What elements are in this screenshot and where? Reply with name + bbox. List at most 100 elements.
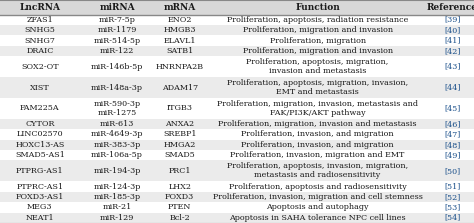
Text: HMGB3: HMGB3 — [164, 26, 196, 34]
Text: SREBP1: SREBP1 — [163, 130, 196, 138]
Text: ENO2: ENO2 — [167, 16, 192, 24]
Bar — [0, 0, 474, 14]
Text: FOXD3-AS1: FOXD3-AS1 — [16, 193, 64, 201]
Text: [51]: [51] — [444, 183, 460, 190]
Text: MEG3: MEG3 — [27, 203, 53, 211]
Bar — [0, 202, 474, 213]
Text: miRNA: miRNA — [99, 3, 135, 12]
Text: [49]: [49] — [444, 151, 460, 159]
Text: Reference: Reference — [427, 3, 474, 12]
Text: miR-383-3p: miR-383-3p — [93, 141, 141, 149]
Text: miR-124-3p: miR-124-3p — [93, 183, 141, 190]
Text: [42]: [42] — [444, 47, 460, 55]
Text: miR-590-3p
miR-1275: miR-590-3p miR-1275 — [93, 100, 141, 117]
Text: mRNA: mRNA — [164, 3, 196, 12]
Text: Proliferation, apoptosis and radiosensitivity: Proliferation, apoptosis and radiosensit… — [228, 183, 406, 190]
Text: [43]: [43] — [444, 63, 460, 71]
Text: Function: Function — [295, 3, 340, 12]
Text: HMGA2: HMGA2 — [164, 141, 196, 149]
Text: miR-514-5p: miR-514-5p — [93, 37, 141, 45]
Text: miR-194-3p: miR-194-3p — [93, 167, 141, 175]
Text: LHX2: LHX2 — [168, 183, 191, 190]
Text: SOX2-OT: SOX2-OT — [21, 63, 59, 71]
Text: miR-106a-5p: miR-106a-5p — [91, 151, 143, 159]
Text: miR-129: miR-129 — [100, 214, 134, 222]
Text: PTEN: PTEN — [168, 203, 191, 211]
Text: miR-185-3p: miR-185-3p — [93, 193, 141, 201]
Bar — [0, 150, 474, 161]
Bar — [0, 25, 474, 35]
Text: [44]: [44] — [444, 84, 460, 91]
Text: [41]: [41] — [444, 37, 460, 45]
Text: PRC1: PRC1 — [168, 167, 191, 175]
Text: SNHG7: SNHG7 — [24, 37, 55, 45]
Text: [40]: [40] — [444, 26, 460, 34]
Text: Proliferation, apoptosis, migration,
invasion and metastasis: Proliferation, apoptosis, migration, inv… — [246, 58, 389, 75]
Text: [48]: [48] — [444, 141, 460, 149]
Text: Apoptosis in SAHA tolerance NPC cell lines: Apoptosis in SAHA tolerance NPC cell lin… — [229, 214, 406, 222]
Text: Proliferation, apoptosis, invasion, migration,
metastasis and radiosensitivity: Proliferation, apoptosis, invasion, migr… — [227, 162, 408, 180]
Text: PTPRC-AS1: PTPRC-AS1 — [16, 183, 64, 190]
Text: HNRNPA2B: HNRNPA2B — [155, 63, 204, 71]
Text: SATB1: SATB1 — [166, 47, 193, 55]
Text: [39]: [39] — [444, 16, 460, 24]
Bar — [0, 98, 474, 119]
Text: SMAD5: SMAD5 — [164, 151, 195, 159]
Bar — [0, 35, 474, 46]
Text: miR-1179: miR-1179 — [97, 26, 137, 34]
Text: PTPRG-AS1: PTPRG-AS1 — [16, 167, 64, 175]
Text: ANXA2: ANXA2 — [165, 120, 194, 128]
Text: ITGB3: ITGB3 — [167, 104, 192, 112]
Text: Bcl-2: Bcl-2 — [169, 214, 190, 222]
Text: ELAVL1: ELAVL1 — [164, 37, 196, 45]
Text: FOXD3: FOXD3 — [165, 193, 194, 201]
Text: miR-146b-5p: miR-146b-5p — [91, 63, 143, 71]
Text: Proliferation, migration and invasion: Proliferation, migration and invasion — [243, 47, 392, 55]
Text: [47]: [47] — [444, 130, 460, 138]
Text: miR-122: miR-122 — [100, 47, 134, 55]
Text: Proliferation, apoptosis, migration, invasion,
EMT and metastasis: Proliferation, apoptosis, migration, inv… — [227, 79, 408, 96]
Text: Proliferation, migration, invasion and metastasis: Proliferation, migration, invasion and m… — [219, 120, 417, 128]
Bar — [0, 14, 474, 25]
Text: SMAD5-AS1: SMAD5-AS1 — [15, 151, 65, 159]
Bar — [0, 213, 474, 223]
Text: Apoptosis and autophagy: Apoptosis and autophagy — [266, 203, 369, 211]
Bar — [0, 129, 474, 140]
Text: Proliferation, migration: Proliferation, migration — [270, 37, 365, 45]
Text: XIST: XIST — [30, 84, 50, 91]
Bar — [0, 119, 474, 129]
Bar — [0, 140, 474, 150]
Text: [53]: [53] — [444, 203, 460, 211]
Text: [45]: [45] — [444, 104, 460, 112]
Bar — [0, 77, 474, 98]
Text: miR-4649-3p: miR-4649-3p — [91, 130, 143, 138]
Text: [46]: [46] — [444, 120, 460, 128]
Text: miR-148a-3p: miR-148a-3p — [91, 84, 143, 91]
Text: [50]: [50] — [444, 167, 460, 175]
Text: FAM225A: FAM225A — [20, 104, 60, 112]
Text: CYTOR: CYTOR — [25, 120, 55, 128]
Bar — [0, 192, 474, 202]
Text: ZFAS1: ZFAS1 — [27, 16, 53, 24]
Text: [54]: [54] — [444, 214, 460, 222]
Bar — [0, 181, 474, 192]
Bar — [0, 161, 474, 181]
Text: [52]: [52] — [444, 193, 460, 201]
Text: Proliferation, invasion, migration and cell stemness: Proliferation, invasion, migration and c… — [213, 193, 422, 201]
Text: miR-7-5p: miR-7-5p — [99, 16, 136, 24]
Text: ADAM17: ADAM17 — [162, 84, 198, 91]
Text: Proliferation, invasion, and migration: Proliferation, invasion, and migration — [241, 141, 394, 149]
Text: DRAIC: DRAIC — [26, 47, 54, 55]
Text: NEAT1: NEAT1 — [26, 214, 54, 222]
Text: HOXC13-AS: HOXC13-AS — [15, 141, 64, 149]
Text: LncRNA: LncRNA — [19, 3, 60, 12]
Text: miR-21: miR-21 — [102, 203, 132, 211]
Text: Proliferation, apoptosis, radiation resistance: Proliferation, apoptosis, radiation resi… — [227, 16, 408, 24]
Bar — [0, 46, 474, 56]
Text: LINC02570: LINC02570 — [17, 130, 63, 138]
Text: miR-613: miR-613 — [100, 120, 134, 128]
Text: Proliferation, invasion, and migration: Proliferation, invasion, and migration — [241, 130, 394, 138]
Bar — [0, 56, 474, 77]
Text: Proliferation, migration, invasion, metastasis and
FAK/PI3K/AKT pathway: Proliferation, migration, invasion, meta… — [217, 100, 418, 117]
Text: Proliferation, invasion, migration and EMT: Proliferation, invasion, migration and E… — [230, 151, 405, 159]
